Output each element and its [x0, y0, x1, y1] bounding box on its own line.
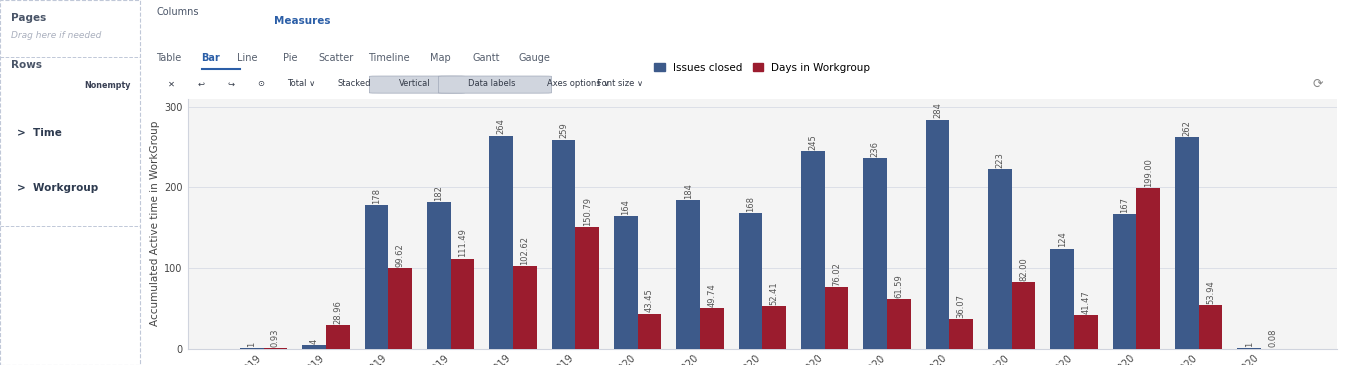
Text: 178: 178 — [371, 188, 381, 204]
Bar — [1050, 249, 1074, 349]
Text: 167: 167 — [1119, 197, 1129, 213]
Bar — [1012, 283, 1035, 349]
Bar — [513, 266, 537, 349]
Bar — [388, 268, 412, 349]
Text: 76.02: 76.02 — [832, 262, 840, 286]
Text: Font size ∨: Font size ∨ — [597, 80, 643, 88]
Text: 53.94: 53.94 — [1206, 280, 1214, 304]
Bar — [302, 345, 326, 349]
Text: >  Workgroup: > Workgroup — [18, 182, 99, 193]
Bar — [700, 308, 724, 349]
Text: Data labels: Data labels — [468, 80, 515, 88]
Bar — [738, 213, 762, 349]
Bar — [762, 306, 786, 349]
Text: ↪: ↪ — [228, 80, 235, 88]
Text: 150.79: 150.79 — [582, 197, 592, 226]
Text: 61.59: 61.59 — [895, 274, 903, 298]
Text: ✕: ✕ — [169, 80, 175, 88]
Text: Timeline: Timeline — [369, 53, 409, 63]
Text: 124: 124 — [1058, 232, 1066, 247]
Text: 264: 264 — [496, 119, 506, 134]
Text: 1: 1 — [1244, 341, 1254, 346]
Text: 236: 236 — [870, 141, 880, 157]
Bar — [326, 325, 350, 349]
Bar — [1074, 315, 1098, 349]
Text: Columns: Columns — [156, 7, 199, 17]
Text: ⊙: ⊙ — [257, 80, 265, 88]
Text: Map: Map — [430, 53, 452, 63]
Text: 259: 259 — [559, 123, 568, 138]
Text: Table: Table — [156, 53, 182, 63]
Text: 245: 245 — [808, 134, 817, 150]
Text: 284: 284 — [933, 103, 942, 118]
Bar — [949, 319, 972, 349]
Legend: Issues closed, Days in Workgroup: Issues closed, Days in Workgroup — [650, 59, 874, 77]
Bar — [638, 314, 661, 349]
Text: 223: 223 — [996, 151, 1004, 168]
Text: 99.62: 99.62 — [396, 243, 405, 267]
Text: 168: 168 — [745, 196, 755, 212]
Bar — [552, 140, 575, 349]
Bar — [364, 205, 388, 349]
Text: >  Time: > Time — [18, 128, 63, 138]
Text: Scatter: Scatter — [318, 53, 354, 63]
Text: Pages: Pages — [11, 13, 46, 23]
Text: Rows: Rows — [11, 60, 42, 70]
FancyBboxPatch shape — [438, 76, 551, 93]
Bar — [239, 348, 264, 349]
Bar — [1198, 305, 1223, 349]
Text: Axes options ∨: Axes options ∨ — [547, 80, 609, 88]
Text: 82.00: 82.00 — [1019, 257, 1028, 281]
Bar — [264, 348, 287, 349]
Bar — [676, 200, 700, 349]
Text: Gantt: Gantt — [473, 53, 500, 63]
FancyBboxPatch shape — [370, 76, 465, 93]
Bar — [1238, 348, 1261, 349]
Text: Gauge: Gauge — [518, 53, 549, 63]
Text: 41.47: 41.47 — [1081, 290, 1091, 314]
Bar — [824, 287, 849, 349]
Text: ↩: ↩ — [199, 80, 205, 88]
Text: 4: 4 — [310, 339, 318, 344]
Text: Pie: Pie — [283, 53, 296, 63]
Text: 28.96: 28.96 — [333, 300, 343, 324]
Bar — [864, 158, 887, 349]
Text: Measures: Measures — [275, 16, 330, 26]
Text: Nonempty: Nonempty — [84, 81, 131, 90]
Bar — [926, 119, 949, 349]
Text: 0.08: 0.08 — [1269, 329, 1277, 347]
Bar — [613, 216, 638, 349]
Bar — [490, 136, 513, 349]
Text: 43.45: 43.45 — [645, 289, 654, 312]
Bar — [1175, 137, 1198, 349]
Y-axis label: Accumulated Active time in WorkGroup: Accumulated Active time in WorkGroup — [150, 121, 160, 326]
Bar — [801, 151, 824, 349]
Bar — [450, 259, 475, 349]
Text: 199.00: 199.00 — [1144, 158, 1153, 187]
Bar — [1137, 188, 1160, 349]
Bar — [427, 202, 450, 349]
Text: 111.49: 111.49 — [458, 228, 466, 257]
Text: Drag here if needed: Drag here if needed — [11, 31, 102, 40]
Text: 49.74: 49.74 — [707, 284, 717, 307]
Text: 182: 182 — [434, 185, 443, 201]
Text: Bar: Bar — [201, 53, 220, 63]
Text: 36.07: 36.07 — [956, 294, 966, 318]
Text: 52.41: 52.41 — [770, 281, 779, 305]
Bar — [1112, 214, 1137, 349]
Text: ⟳: ⟳ — [1312, 77, 1323, 91]
Text: Vertical: Vertical — [400, 80, 431, 88]
Text: 102.62: 102.62 — [521, 235, 529, 265]
Text: 164: 164 — [622, 199, 630, 215]
Text: Total ∨: Total ∨ — [287, 80, 316, 88]
Text: 184: 184 — [684, 183, 692, 199]
Bar — [987, 169, 1012, 349]
Bar — [575, 227, 598, 349]
Text: 1: 1 — [248, 341, 256, 346]
Text: 0.93: 0.93 — [271, 328, 280, 347]
Text: Stacked: Stacked — [337, 80, 371, 88]
Text: 262: 262 — [1182, 120, 1191, 136]
Bar — [887, 299, 911, 349]
Text: Line: Line — [237, 53, 258, 63]
